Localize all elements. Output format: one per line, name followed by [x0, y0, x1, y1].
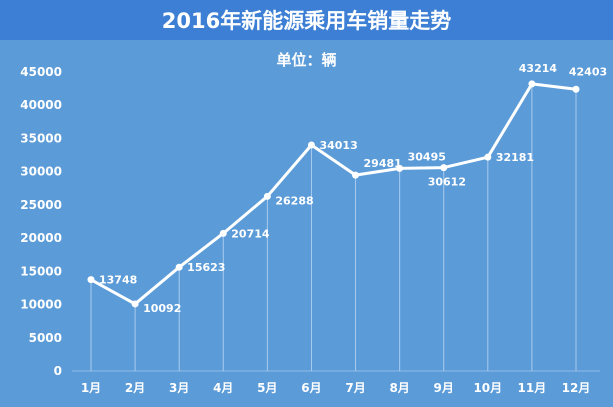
y-tick-label: 35000 — [20, 131, 62, 145]
y-tick-label: 40000 — [20, 98, 62, 112]
data-label: 34013 — [319, 139, 357, 152]
x-tick-label: 6月 — [301, 381, 321, 395]
x-tick-label: 4月 — [213, 381, 233, 395]
chart-title: 2016年新能源乘用车销量走势 — [162, 9, 451, 33]
x-tick-label: 12月 — [562, 381, 591, 395]
data-point — [484, 153, 492, 161]
data-label: 20714 — [231, 227, 270, 240]
data-label: 42403 — [569, 65, 607, 78]
data-label: 26288 — [275, 194, 313, 207]
x-tick-label: 3月 — [169, 381, 189, 395]
data-point — [528, 80, 536, 88]
y-tick-label: 0 — [54, 364, 62, 378]
data-point — [352, 171, 360, 179]
series-line — [90, 82, 577, 306]
data-point — [396, 164, 404, 172]
chart-subtitle: 单位：辆 — [276, 51, 336, 69]
data-point — [131, 300, 139, 308]
x-tick-label: 5月 — [257, 381, 277, 395]
y-tick-label: 20000 — [20, 231, 62, 245]
y-tick-label: 25000 — [20, 198, 62, 212]
x-tick-label: 10月 — [473, 381, 502, 395]
title-bar — [0, 0, 613, 40]
data-point — [219, 229, 227, 237]
data-label: 32181 — [496, 151, 534, 164]
data-point — [572, 85, 580, 93]
data-point — [307, 141, 315, 149]
data-point — [87, 276, 95, 284]
x-tick-label: 1月 — [81, 381, 101, 395]
x-tick-label: 7月 — [345, 381, 365, 395]
y-tick-label: 5000 — [29, 331, 62, 345]
data-label: 10092 — [143, 302, 181, 315]
data-label: 13748 — [99, 274, 137, 287]
data-label: 30612 — [428, 176, 466, 189]
x-tick-label: 2月 — [125, 381, 145, 395]
x-tick-label: 9月 — [434, 381, 454, 395]
x-tick-label: 11月 — [518, 381, 547, 395]
y-tick-label: 10000 — [20, 298, 62, 312]
y-tick-label: 30000 — [20, 165, 62, 179]
data-label: 30495 — [408, 150, 446, 163]
data-point — [175, 263, 183, 271]
y-tick-label: 15000 — [20, 264, 62, 278]
y-tick-label: 45000 — [20, 65, 62, 79]
data-point — [263, 192, 271, 200]
data-label: 29481 — [364, 157, 402, 170]
data-label: 43214 — [519, 62, 558, 75]
data-label: 15623 — [187, 261, 225, 274]
x-tick-label: 8月 — [389, 381, 409, 395]
data-point — [440, 164, 448, 172]
plot-background — [0, 40, 613, 407]
